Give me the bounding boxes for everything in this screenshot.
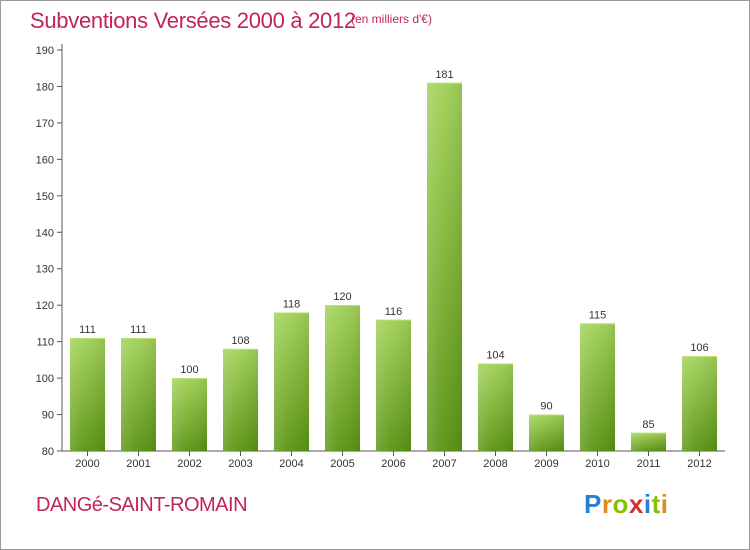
logo-letter: P bbox=[584, 489, 602, 519]
bar-shading bbox=[70, 337, 105, 451]
bar-shading bbox=[376, 319, 411, 451]
logo-letter: r bbox=[601, 489, 613, 519]
data-label: 181 bbox=[435, 69, 453, 81]
x-tick-label: 2005 bbox=[330, 458, 354, 470]
y-tick-label: 80 bbox=[42, 446, 54, 458]
data-label: 111 bbox=[130, 324, 147, 336]
y-tick-label: 100 bbox=[36, 373, 54, 385]
bar-shading bbox=[682, 356, 717, 451]
data-label: 111 bbox=[79, 324, 96, 336]
logo-letter: o bbox=[612, 489, 629, 519]
data-label: 120 bbox=[333, 291, 351, 303]
x-tick-label: 2003 bbox=[228, 458, 252, 470]
x-tick-label: 2009 bbox=[534, 458, 558, 470]
x-tick-label: 2011 bbox=[637, 458, 661, 470]
proxiti-logo: Proxiti bbox=[584, 489, 668, 520]
bar-shading bbox=[478, 363, 513, 451]
data-label: 100 bbox=[180, 364, 198, 376]
y-tick-label: 190 bbox=[36, 45, 54, 57]
data-label: 104 bbox=[486, 350, 504, 362]
bar-shading bbox=[631, 432, 666, 451]
data-label: 108 bbox=[231, 335, 249, 347]
y-tick-label: 160 bbox=[36, 154, 54, 166]
y-tick-label: 110 bbox=[36, 337, 54, 349]
x-tick-label: 2006 bbox=[381, 458, 405, 470]
y-tick-label: 170 bbox=[36, 118, 54, 130]
logo-letter: i bbox=[643, 489, 652, 519]
logo-letter: i bbox=[660, 489, 669, 519]
logo-letter: t bbox=[651, 489, 661, 519]
chart-title: Subventions Versées 2000 à 2012 bbox=[30, 8, 356, 33]
bar-shading bbox=[223, 348, 258, 451]
x-tick-label: 2012 bbox=[687, 458, 711, 470]
x-axis: 2000 2001 2002 2003 2004 2005 2006 2007 2008 2009… bbox=[62, 450, 725, 470]
bar-shading bbox=[172, 378, 207, 451]
chart-subtitle: (en milliers d'€) bbox=[351, 12, 432, 26]
data-label: 116 bbox=[385, 306, 403, 318]
y-tick-label: 180 bbox=[36, 81, 54, 93]
x-tick-label: 2008 bbox=[483, 458, 507, 470]
data-label: 118 bbox=[283, 298, 301, 310]
x-tick-label: 2000 bbox=[75, 458, 99, 470]
bars bbox=[70, 82, 717, 452]
bar-shading bbox=[529, 414, 564, 451]
y-tick-label: 130 bbox=[36, 264, 54, 276]
data-label: 115 bbox=[589, 309, 607, 321]
commune-name: DANGé-SAINT-ROMAIN bbox=[36, 494, 248, 516]
bar-shading bbox=[274, 312, 309, 451]
data-label: 106 bbox=[690, 342, 708, 354]
data-labels: 111 111 100 108 118 120 116 181 104 90 115 85 106 bbox=[79, 69, 709, 431]
x-tick-label: 2010 bbox=[585, 458, 609, 470]
x-tick-label: 2007 bbox=[432, 458, 456, 470]
bar-shading bbox=[121, 337, 156, 451]
x-tick-label: 2002 bbox=[177, 458, 201, 470]
y-axis: 80 90 100 110 120 130 140 150 160 170 180 190 bbox=[36, 44, 63, 458]
y-tick-label: 120 bbox=[36, 300, 54, 312]
data-label: 85 bbox=[642, 419, 654, 431]
bar-shading bbox=[580, 323, 615, 451]
bar-shading bbox=[427, 82, 462, 452]
y-tick-label: 90 bbox=[42, 410, 54, 422]
data-label: 90 bbox=[540, 401, 552, 413]
x-tick-label: 2001 bbox=[126, 458, 150, 470]
y-tick-label: 140 bbox=[36, 227, 54, 239]
logo-letter: x bbox=[628, 489, 644, 519]
x-tick-label: 2004 bbox=[279, 458, 303, 470]
y-tick-label: 150 bbox=[36, 191, 54, 203]
bar-shading bbox=[325, 305, 360, 451]
